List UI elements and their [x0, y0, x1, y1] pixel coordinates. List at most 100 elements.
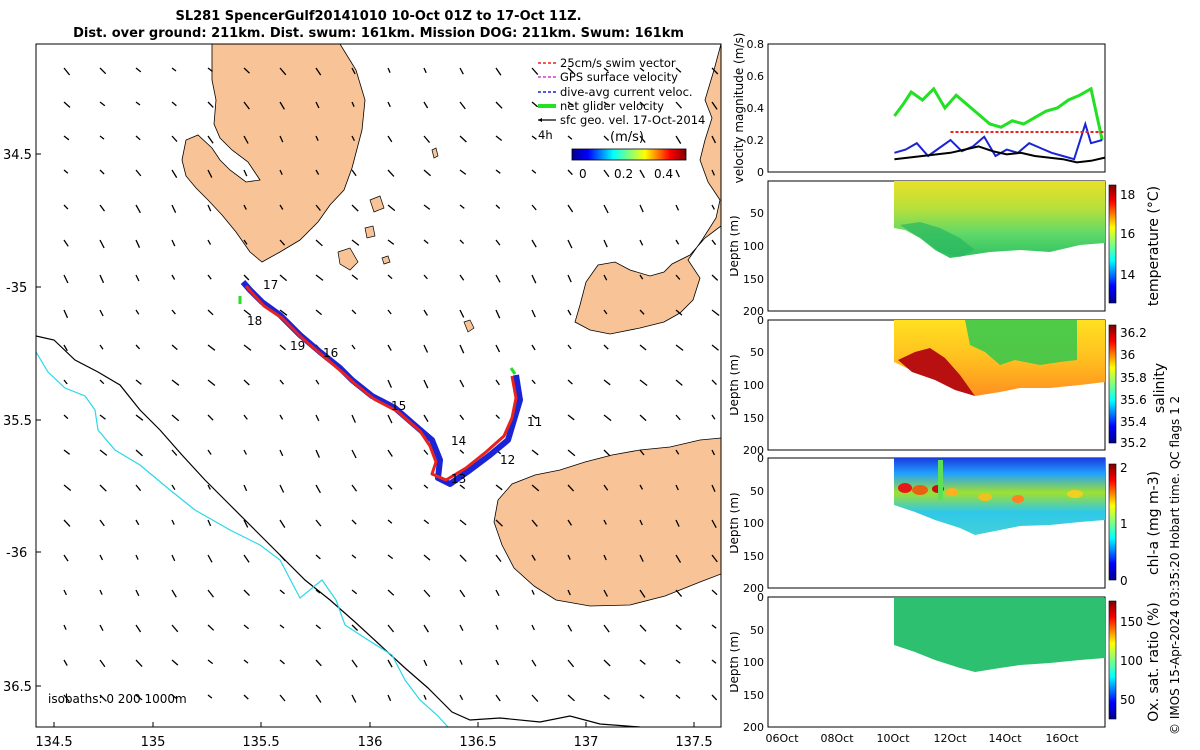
velocity-arrow [279, 414, 284, 420]
map-frame [35, 43, 722, 728]
velocity-arrow [711, 519, 717, 529]
velocity-arrow [603, 449, 611, 457]
velocity-arrow [711, 239, 717, 246]
velocity-arrow [315, 624, 322, 630]
velocity-arrow [495, 135, 503, 142]
time-tick: 12Oct [933, 732, 967, 745]
velocity-arrow [279, 309, 288, 316]
velocity-arrow [495, 239, 501, 246]
isobath-1000m [36, 351, 449, 727]
velocity-arrow [135, 67, 142, 73]
velocity-arrow [639, 589, 646, 598]
velocity-arrow [171, 101, 177, 107]
velocity-arrow [495, 309, 501, 319]
velocity-arrow [315, 484, 321, 494]
velocity-arrow [459, 624, 464, 631]
velocity-arrow [99, 309, 104, 317]
velocity-arrow [63, 519, 71, 527]
velocity-arrow [99, 169, 105, 175]
velocity-arrow [207, 379, 216, 387]
velocity-arrow [675, 484, 679, 491]
velocity-arrow [207, 309, 214, 316]
colorbar-tick: 150 [1120, 615, 1143, 629]
velocity-arrow [135, 379, 142, 385]
velocity-arrow [171, 239, 176, 247]
velocity-arrow [567, 659, 575, 668]
velocity-arrow [495, 101, 503, 109]
velocity-arrow [423, 659, 428, 667]
velocity-arrow [387, 204, 396, 212]
velocity-arrow [567, 554, 571, 560]
velocity-arrow [135, 169, 142, 177]
land-yorke-peninsula [574, 44, 721, 335]
velocity-arrow [315, 519, 322, 527]
velocity-arrow [567, 169, 573, 176]
velocity-arrow [459, 449, 465, 454]
velocity-arrow [315, 554, 321, 560]
velocity-arrow [63, 659, 68, 666]
velocity-arrow [243, 169, 248, 177]
velocity-arrow [495, 204, 501, 209]
velocity-arrow [531, 204, 537, 211]
velocity-arrow [207, 239, 212, 245]
velocity-arrow [279, 274, 288, 282]
velocity-arrow [567, 379, 573, 385]
velocity-arrow [63, 554, 69, 562]
velocity-arrow [603, 67, 609, 72]
velocity-arrow [63, 274, 69, 284]
velocity-arrow [531, 624, 535, 631]
velocity-arrow [603, 379, 611, 386]
depth-label: Depth (m) [730, 492, 741, 553]
velocity-arrow [99, 449, 108, 456]
legend-dive-avg: dive-avg current veloc. [560, 85, 693, 99]
velocity-arrow [171, 135, 178, 143]
velocity-arrow [459, 414, 465, 421]
velocity-arrow [135, 449, 143, 457]
net-glider-velocity-mark [238, 296, 517, 375]
velocity-arrow [459, 135, 467, 143]
lat-tick: 35.5 [3, 414, 32, 429]
map-background [36, 44, 721, 727]
velocity-arrow [639, 449, 645, 456]
vel-y-tick: 0 [757, 166, 764, 179]
velocity-arrow [315, 274, 324, 281]
velocity-arrow [567, 101, 573, 106]
depth-tick: 100 [743, 656, 764, 669]
land-eyre-peninsula [181, 44, 366, 263]
depth-label: Depth (m) [730, 354, 741, 415]
velocity-arrow [279, 519, 286, 528]
velocity-arrow [459, 554, 467, 562]
velocity-arrow [639, 344, 647, 351]
velocity-arrow [207, 414, 214, 421]
velocity-arrow [171, 589, 177, 598]
velocity-arrow [351, 449, 357, 459]
velocity-arrow [675, 379, 683, 386]
velocity-arrow [351, 624, 359, 631]
velocity-arrow [63, 67, 71, 76]
velocity-arrow [675, 67, 682, 73]
velocity-arrow [567, 414, 575, 421]
chla-panel: 0 50 100 150 200 Depth (m) 2 1 0 chl-a (… [730, 452, 1162, 595]
velocity-arrow [423, 589, 431, 598]
velocity-arrow [99, 519, 105, 527]
velocity-arrow [207, 589, 215, 598]
velocity-arrow [243, 379, 250, 386]
swim-vector-track [244, 285, 518, 482]
velocity-arrow [171, 274, 176, 280]
velocity-arrow [351, 519, 357, 525]
velocity-arrow [387, 344, 392, 351]
velocity-arrow [63, 379, 68, 385]
velocity-arrow [279, 101, 285, 110]
day-label: 17 [263, 278, 278, 292]
velocity-arrow [639, 67, 645, 72]
velocity-arrow [243, 484, 248, 492]
day-label: 13 [451, 472, 466, 486]
velocity-arrow [639, 239, 644, 246]
land-kangaroo-island [493, 437, 721, 607]
velocity-arrow [63, 309, 69, 319]
colorbar-tick: 100 [1120, 654, 1143, 668]
velocity-arrow [639, 274, 644, 280]
velocity-arrow [135, 309, 140, 315]
colorbar-tick: 36 [1120, 348, 1135, 362]
velocity-arrow [243, 554, 250, 563]
